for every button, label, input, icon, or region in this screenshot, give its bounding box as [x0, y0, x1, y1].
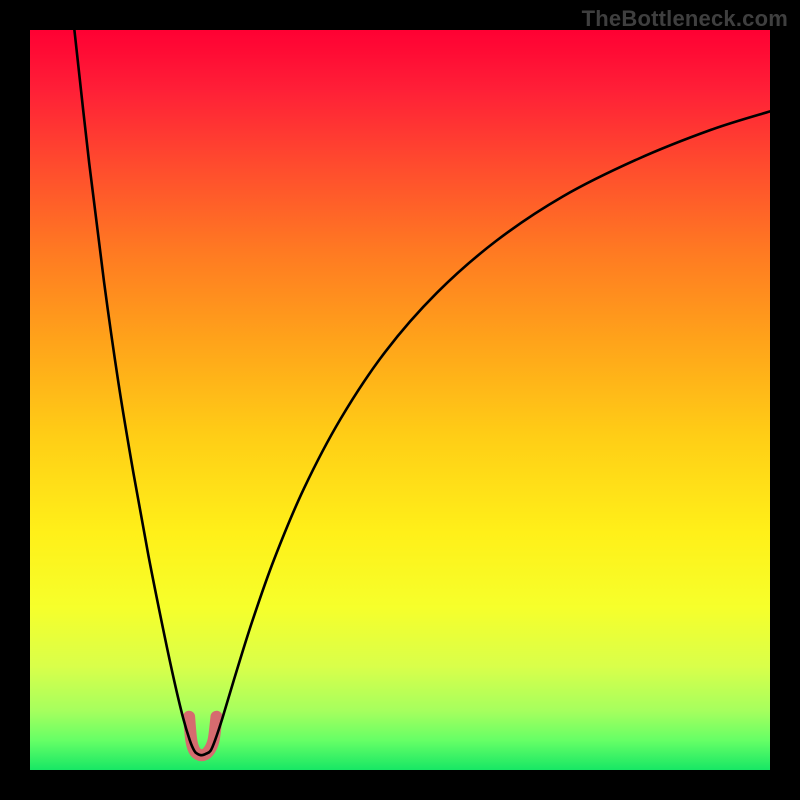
chart-frame: TheBottleneck.com	[0, 0, 800, 800]
plot-area	[30, 30, 770, 770]
watermark-text: TheBottleneck.com	[582, 6, 788, 32]
gradient-background	[30, 30, 770, 770]
chart-svg	[30, 30, 770, 770]
